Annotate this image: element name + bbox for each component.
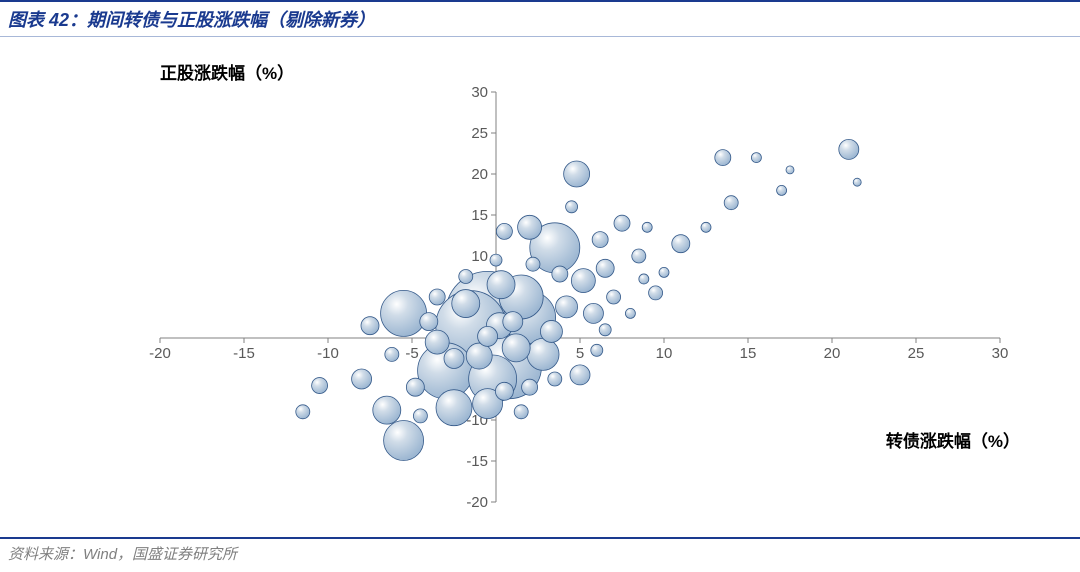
bubble-point — [413, 409, 427, 423]
svg-text:30: 30 — [471, 84, 488, 101]
bubble-point — [853, 178, 861, 186]
bubble-point — [527, 338, 559, 370]
bubble-point — [296, 405, 310, 419]
bubble-point — [459, 270, 473, 284]
svg-text:-10: -10 — [317, 345, 339, 362]
bubble-point — [487, 271, 515, 299]
svg-text:5: 5 — [576, 345, 584, 362]
svg-text:20: 20 — [471, 166, 488, 183]
bubble-point — [490, 254, 502, 266]
bubble-point — [385, 347, 399, 361]
bubble-point — [571, 269, 595, 293]
bubble-point — [502, 334, 530, 362]
bubble-point — [540, 320, 562, 342]
bubble-point — [596, 259, 614, 277]
bubble-point — [777, 185, 787, 195]
bubble-point — [614, 215, 630, 231]
svg-text:10: 10 — [471, 248, 488, 265]
x-axis-label: 转债涨跌幅（%） — [886, 427, 1020, 452]
bubble-point — [425, 330, 449, 354]
bubble-chart: -20-15-10-551015202530-20-15-10-50510152… — [0, 37, 1080, 537]
bubble-point — [503, 312, 523, 332]
bubble-point — [526, 257, 540, 271]
bubble-point — [312, 378, 328, 394]
bubble-point — [522, 379, 538, 395]
bubble-point — [724, 196, 738, 210]
chart-title: 图表 42：期间转债与正股涨跌幅（剔除新券） — [0, 0, 1080, 37]
bubble-point — [429, 289, 445, 305]
bubble-point — [406, 378, 424, 396]
svg-text:15: 15 — [471, 207, 488, 224]
bubble-point — [556, 296, 578, 318]
svg-text:30: 30 — [992, 345, 1009, 362]
bubble-point — [599, 324, 611, 336]
bubble-point — [591, 344, 603, 356]
bubble-point — [659, 267, 669, 277]
bubble-point — [381, 290, 427, 336]
bubble-point — [839, 139, 859, 159]
bubble-point — [566, 201, 578, 213]
bubble-point — [570, 365, 590, 385]
y-axis-label: 正股涨跌幅（%） — [160, 59, 294, 84]
svg-text:-15: -15 — [466, 453, 488, 470]
bubble-point — [420, 313, 438, 331]
bubble-point — [444, 349, 464, 369]
bubble-point — [642, 222, 652, 232]
bubble-point — [786, 166, 794, 174]
svg-text:10: 10 — [656, 345, 673, 362]
bubble-point — [564, 161, 590, 187]
bubble-point — [639, 274, 649, 284]
bubble-point — [701, 222, 711, 232]
svg-text:-5: -5 — [405, 345, 418, 362]
bubble-point — [548, 372, 562, 386]
bubble-point — [672, 235, 690, 253]
bubble-point — [514, 405, 528, 419]
chart-footer: 资料来源：Wind，国盛证券研究所 — [0, 537, 1080, 568]
bubble-point — [632, 249, 646, 263]
svg-text:25: 25 — [908, 345, 925, 362]
bubble-point — [583, 303, 603, 323]
svg-text:20: 20 — [824, 345, 841, 362]
svg-text:-20: -20 — [149, 345, 171, 362]
bubble-point — [649, 286, 663, 300]
chart-area: 正股涨跌幅（%） 转债涨跌幅（%） -20 -15 -10 -5 5 10 15 20 25 30… — [0, 37, 1080, 537]
bubble-point — [495, 382, 513, 400]
bubble-point — [607, 290, 621, 304]
bubble-point — [518, 215, 542, 239]
bubble-point — [478, 326, 498, 346]
bubble-point — [496, 223, 512, 239]
bubble-point — [452, 290, 480, 318]
svg-text:15: 15 — [740, 345, 757, 362]
bubble-point — [625, 308, 635, 318]
bubble-point — [384, 421, 424, 461]
bubble-point — [361, 317, 379, 335]
bubble-point — [466, 343, 492, 369]
bubble-point — [436, 390, 472, 426]
bubble-point — [373, 396, 401, 424]
svg-text:-15: -15 — [233, 345, 255, 362]
bubble-point — [751, 153, 761, 163]
svg-text:25: 25 — [471, 125, 488, 142]
svg-text:-20: -20 — [466, 494, 488, 511]
bubble-point — [715, 150, 731, 166]
bubble-point — [592, 232, 608, 248]
bubble-point — [552, 266, 568, 282]
bubble-point — [352, 369, 372, 389]
